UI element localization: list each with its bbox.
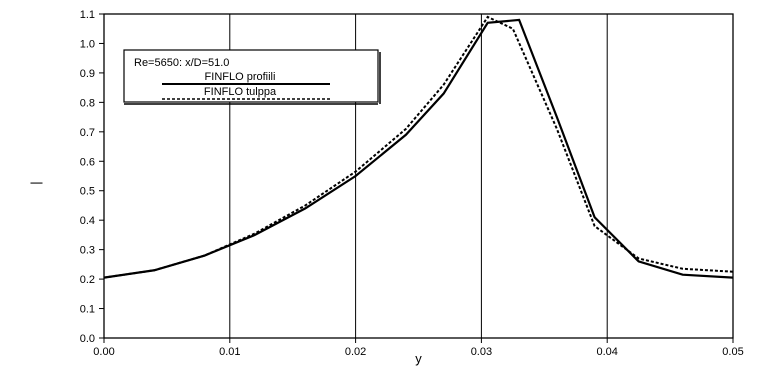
- legend-label-2: FINFLO tulppa: [204, 86, 277, 98]
- legend-box: [123, 49, 379, 103]
- legend-label-1: FINFLO profiili: [205, 71, 276, 83]
- x-tick-label-2: 0.02: [345, 346, 366, 358]
- y-tick-label-8: 0.8: [80, 97, 95, 109]
- y-tick-label-4: 0.4: [80, 215, 95, 227]
- y-tick-label-11: 1.1: [80, 9, 95, 21]
- x-tick-label-1: 0.01: [219, 346, 240, 358]
- y-tick-label-3: 0.3: [80, 245, 95, 257]
- y-tick-label-2: 0.2: [80, 274, 95, 286]
- legend-title: Re=5650: x/D=51.0: [134, 57, 229, 69]
- y-tick-label-0: 0.0: [80, 333, 95, 345]
- y-axis-label: |: [28, 181, 43, 184]
- y-tick-label-9: 0.9: [80, 68, 95, 80]
- x-axis-label: y: [415, 351, 422, 366]
- x-tick-label-5: 0.05: [722, 346, 743, 358]
- x-tick-label-4: 0.04: [596, 346, 617, 358]
- y-tick-label-1: 0.1: [80, 304, 95, 316]
- series-line-2: [103, 15, 734, 279]
- y-tick-label-5: 0.5: [80, 186, 95, 198]
- x-tick-label-0: 0.00: [93, 346, 114, 358]
- y-tick-label-7: 0.7: [80, 127, 95, 139]
- legend: Re=5650: x/D=51.0 FINFLO profiili FINFLO t…: [123, 49, 381, 105]
- x-tick-label-3: 0.03: [471, 346, 492, 358]
- y-tick-label-10: 1.0: [80, 38, 95, 50]
- plot-frame: [103, 13, 734, 339]
- y-tick-label-6: 0.6: [80, 156, 95, 168]
